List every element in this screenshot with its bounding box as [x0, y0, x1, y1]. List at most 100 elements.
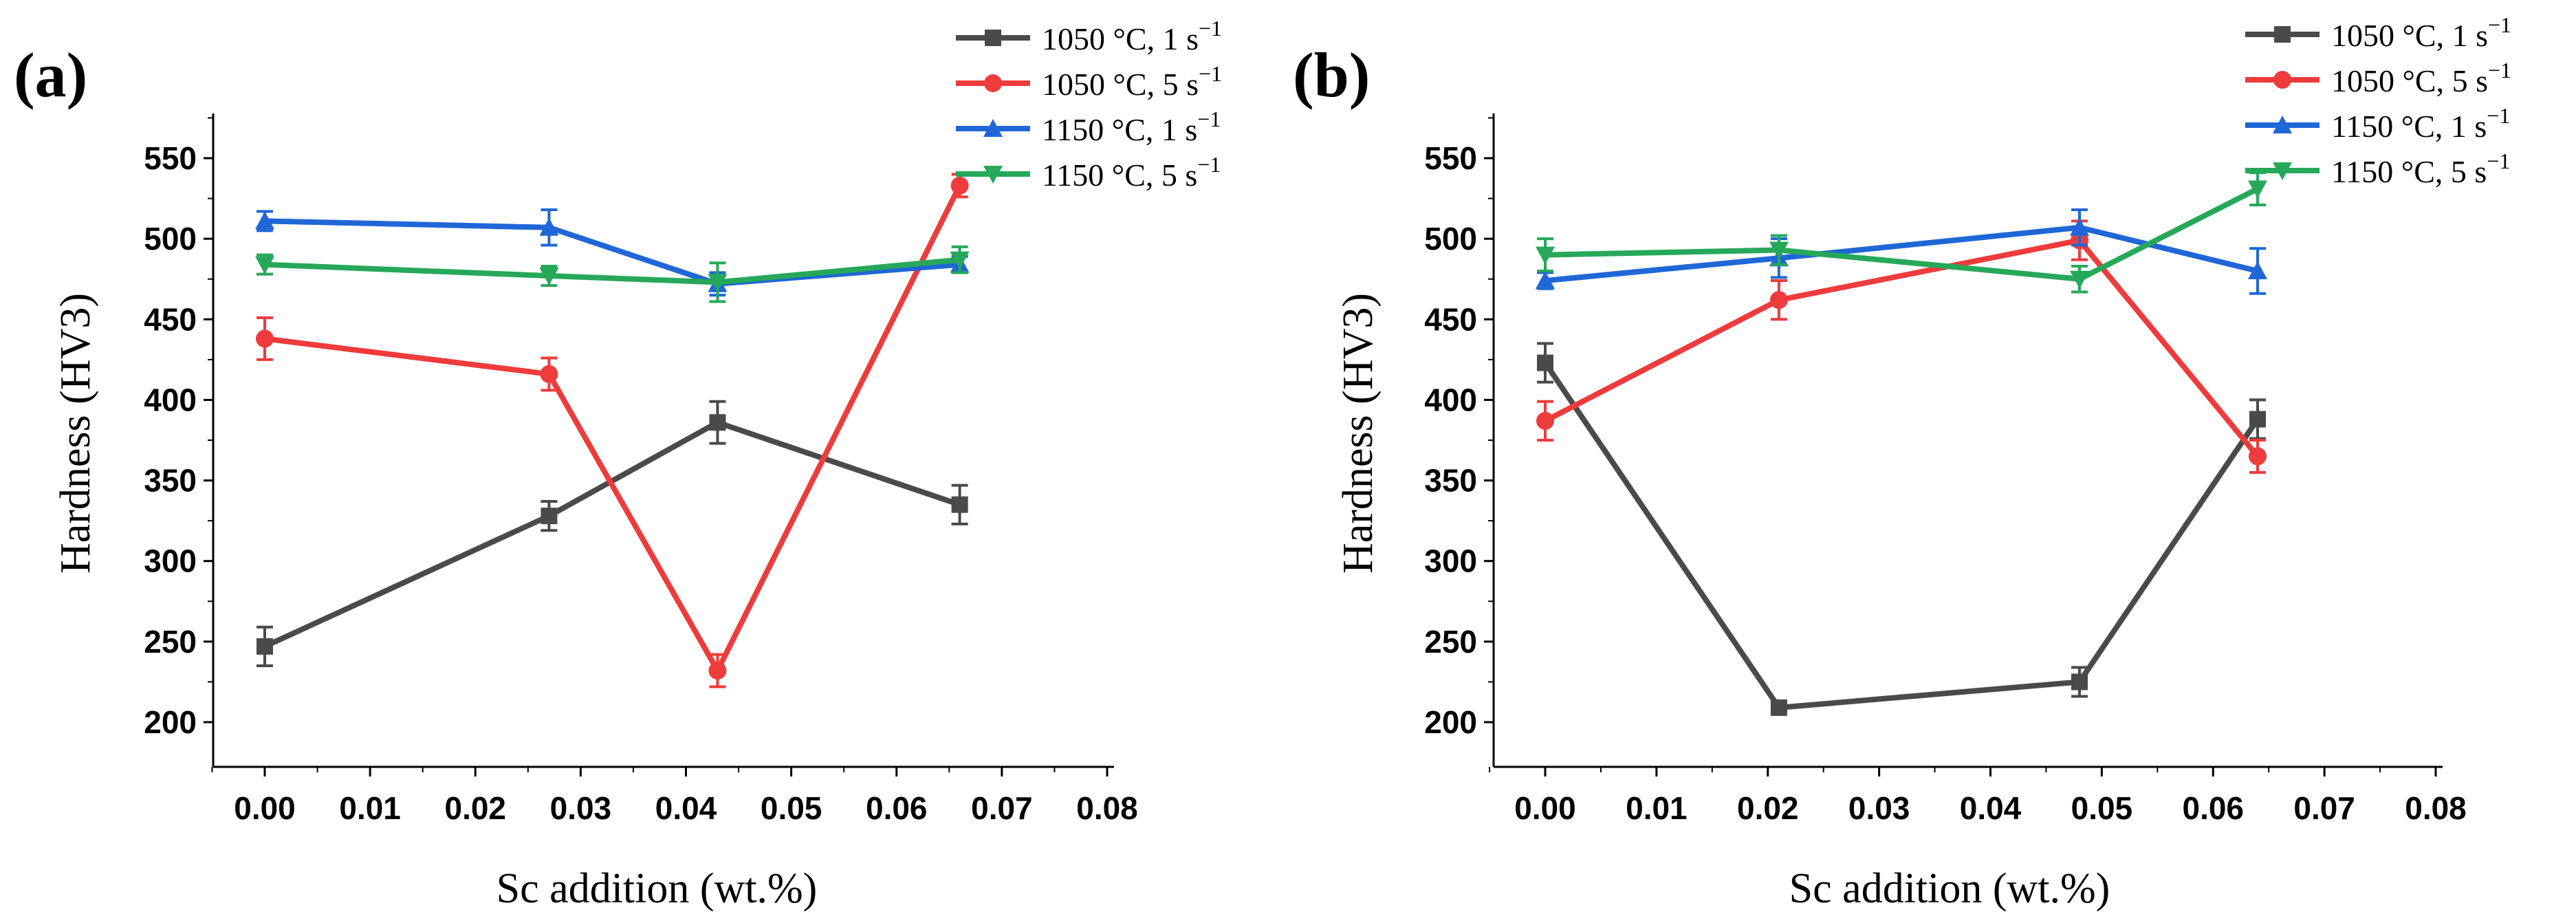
data-point: [1769, 241, 1789, 260]
x-tick-label: 0.08: [2405, 790, 2467, 826]
y-tick-label: 350: [1424, 463, 1477, 499]
series-3: [255, 245, 970, 303]
data-point: [539, 268, 559, 286]
panel-label: (b): [1293, 40, 1370, 110]
chart-panel-a: 200 250 300 350 400 450 500 550 0.00 0.01 0.02 0.03…: [14, 16, 1222, 912]
data-point: [541, 508, 558, 525]
legend-entry: 1050 °C, 5 s−1: [2331, 58, 2511, 98]
x-axis-title: Sc addition (wt.%): [1789, 865, 2110, 912]
y-tick-label: 500: [1424, 221, 1477, 257]
y-tick-label: 300: [1424, 543, 1477, 579]
y-tick-label: 200: [144, 704, 197, 740]
data-point: [1537, 354, 1553, 371]
x-tick-label: 0.04: [655, 790, 717, 826]
data-point: [1536, 411, 1554, 430]
series-line: [263, 420, 961, 649]
data-point: [950, 176, 969, 195]
y-axis-title: Hardness (HV3): [52, 293, 99, 574]
y-tick-label: 550: [144, 140, 197, 176]
y-tick-label: 250: [1424, 624, 1477, 660]
series-line: [1544, 237, 2260, 458]
chart-panel-b: 200 250 300 350 400 450 500 550 0.00 0.01 0.02 0.03…: [1293, 12, 2511, 912]
data-point: [2249, 447, 2267, 466]
legend-marker: [2273, 71, 2291, 89]
x-tick-label: 0.02: [1737, 790, 1799, 826]
legend-entry: 1150 °C, 5 s−1: [1042, 152, 1221, 193]
x-tick-label: 0.06: [2182, 790, 2244, 826]
legend-marker: [984, 74, 1002, 92]
y-tick-label: 350: [144, 463, 197, 499]
data-point: [2070, 217, 2089, 236]
panel-label: (a): [14, 40, 87, 110]
data-point: [2071, 673, 2088, 691]
series-line: [264, 218, 960, 287]
x-tick-label: 0.02: [444, 790, 506, 826]
y-tick-label: 300: [144, 543, 197, 579]
legend-marker: [2273, 116, 2292, 133]
y-tick-label: 200: [1424, 704, 1477, 740]
x-tick-label: 0.04: [1960, 790, 2022, 826]
x-tick-label: 0.05: [761, 790, 822, 826]
series-2: [255, 208, 970, 297]
data-point: [2248, 180, 2267, 199]
legend-marker: [985, 30, 1001, 46]
x-tick-label: 0.00: [234, 790, 296, 826]
x-tick-label: 0.00: [1514, 790, 1576, 826]
series-0: [1537, 342, 2266, 716]
x-tick-label: 0.03: [550, 790, 612, 826]
legend-entry: 1150 °C, 5 s−1: [2331, 149, 2510, 189]
series-line: [264, 184, 963, 674]
data-point: [1769, 291, 1788, 310]
x-tick-label: 0.06: [866, 790, 928, 826]
y-tick-label: 550: [1424, 140, 1477, 176]
data-point: [1536, 246, 1555, 265]
data-point: [709, 414, 726, 431]
data-point: [708, 662, 727, 680]
legend: 1050 °C, 1 s−1 1050 °C, 5 s−1 1150 °C, 1 s…: [2245, 12, 2511, 189]
y-tick-label: 450: [144, 301, 197, 337]
legend-marker: [983, 166, 1003, 184]
data-point: [2248, 261, 2267, 279]
legend-entry: 1150 °C, 1 s−1: [2331, 103, 2510, 144]
x-axis-title: Sc addition (wt.%): [496, 865, 818, 912]
data-point: [540, 365, 558, 383]
data-point: [255, 256, 274, 274]
data-point: [2249, 411, 2266, 428]
legend: 1050 °C, 1 s−1 1050 °C, 5 s−1 1150 °C, 1 s…: [956, 16, 1222, 193]
x-tick-label: 0.03: [1848, 790, 1910, 826]
series-0: [256, 400, 968, 667]
legend-entry: 1050 °C, 1 s−1: [1042, 16, 1222, 56]
data-point: [256, 329, 274, 348]
y-tick-label: 250: [144, 624, 197, 660]
series-1: [256, 173, 969, 688]
data-point: [950, 251, 970, 270]
data-point: [2070, 270, 2089, 289]
legend-entry: 1050 °C, 5 s−1: [1042, 61, 1222, 102]
data-point: [951, 496, 968, 513]
data-point: [256, 638, 273, 655]
y-axis-title: Hardness (HV3): [1335, 293, 1382, 574]
series-line: [1544, 224, 2258, 284]
legend-entry: 1150 °C, 1 s−1: [1042, 107, 1221, 147]
x-tick-label: 0.01: [1626, 790, 1688, 826]
x-tick-label: 0.08: [1076, 790, 1138, 826]
legend-marker: [2273, 162, 2292, 180]
data-point: [1536, 271, 1555, 290]
data-point: [708, 274, 728, 292]
y-tick-label: 400: [144, 382, 197, 417]
data-point: [255, 211, 274, 230]
y-tick-label: 450: [1424, 301, 1477, 337]
x-tick-label: 0.05: [2071, 790, 2133, 826]
legend-marker: [2274, 26, 2291, 43]
x-tick-label: 0.07: [971, 790, 1033, 826]
data-point: [1770, 699, 1787, 716]
y-tick-label: 500: [144, 221, 197, 257]
data-point: [539, 217, 559, 236]
series-line: [1544, 186, 2259, 282]
y-tick-label: 400: [1424, 382, 1477, 417]
legend-marker: [983, 119, 1003, 137]
series-line: [264, 257, 960, 285]
x-tick-label: 0.07: [2293, 790, 2355, 826]
x-tick-label: 0.01: [339, 790, 401, 826]
